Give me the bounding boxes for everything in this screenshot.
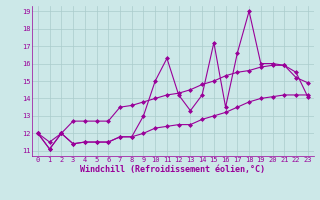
X-axis label: Windchill (Refroidissement éolien,°C): Windchill (Refroidissement éolien,°C): [80, 165, 265, 174]
